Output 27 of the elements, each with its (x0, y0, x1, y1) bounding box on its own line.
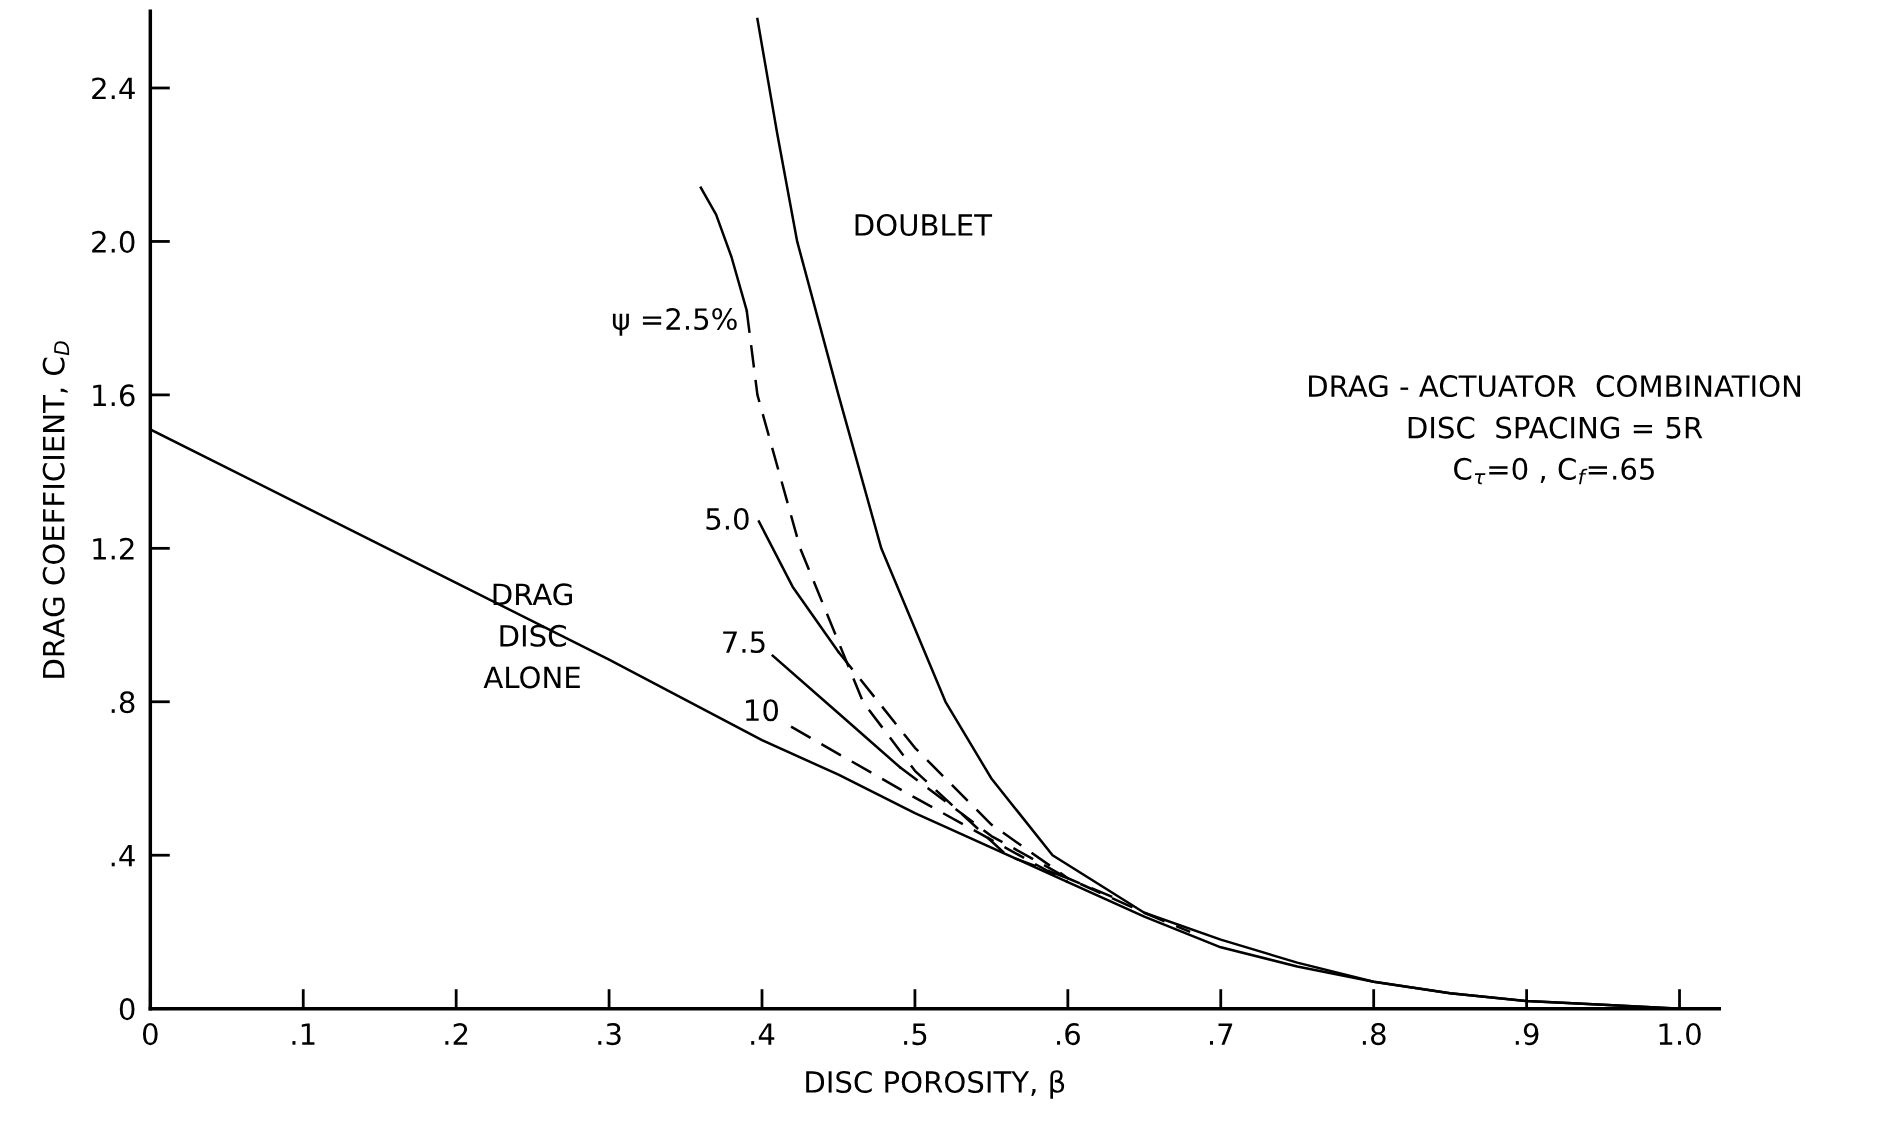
y-tick-label: .8 (111, 691, 135, 714)
series-label: 10 (746, 699, 779, 722)
series-label: DOUBLET (855, 213, 993, 237)
x-tick-label: .2 (445, 1023, 468, 1045)
annotation: DRAG - ACTUATOR COMBINATION DISC SPACING = 5R C$_{τ}$=0 , C$_{f}$=.65 (1309, 375, 1801, 485)
x-tick-label: 1.0 (1659, 1023, 1701, 1046)
x-tick-label: .8 (1362, 1023, 1386, 1046)
x-tick-label: .1 (292, 1023, 315, 1045)
x-tick-label: .6 (1057, 1023, 1080, 1046)
series-label: 5.0 (706, 507, 749, 530)
y-tick-label: 1.6 (93, 384, 135, 407)
y-tick-label: 0 (119, 998, 135, 1021)
y-tick-label: 2.0 (92, 230, 135, 253)
y-tick-label: .4 (111, 845, 135, 867)
x-tick-label: .4 (751, 1023, 775, 1045)
x-axis-title: DISC POROSITY, β (806, 1070, 1065, 1099)
x-tick-label: .9 (1515, 1023, 1539, 1046)
y-axis-title: DRAG COEFFICIENT, C$_{D}$ (42, 341, 70, 678)
y-tick-label: 2.4 (92, 77, 135, 100)
series-label: ψ =2.5% (612, 308, 737, 336)
x-tick-label: .5 (904, 1023, 927, 1046)
y-tick-label: 1.2 (93, 537, 134, 560)
series-label: DRAG DISC ALONE (483, 583, 580, 689)
x-tick-label: 0 (142, 1023, 158, 1046)
x-tick-label: .7 (1209, 1023, 1233, 1045)
x-tick-label: .3 (598, 1023, 621, 1046)
series-label: 7.5 (723, 631, 765, 654)
